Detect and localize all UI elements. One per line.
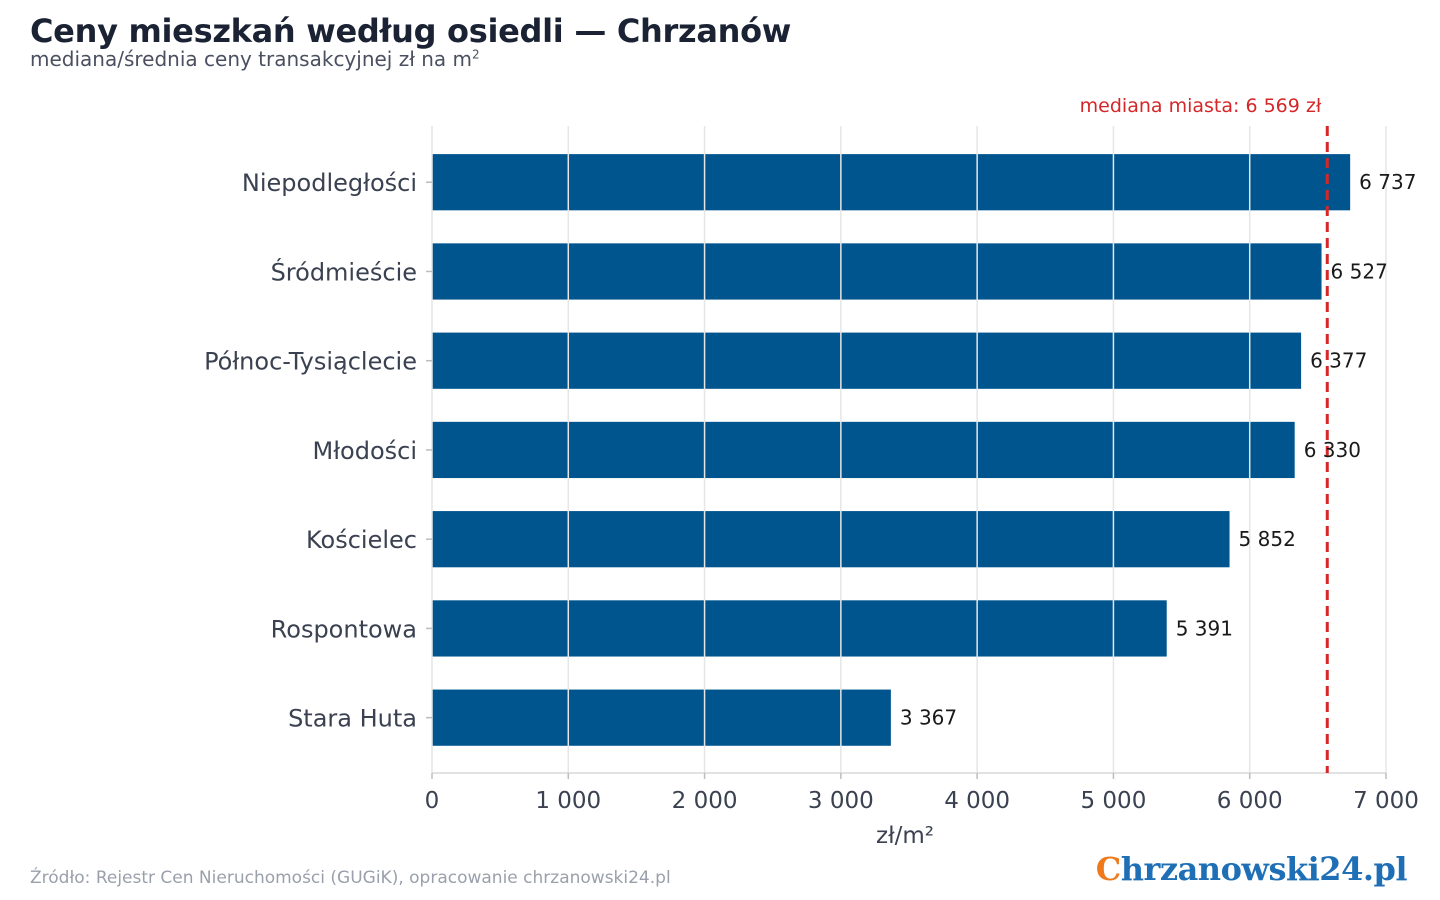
value-label: 5 391 [1176,616,1233,640]
logo-text: hrzanowski24.pl [1120,850,1408,888]
value-label: 6 737 [1359,170,1416,194]
x-tick-label: 6 000 [1217,788,1283,814]
site-logo[interactable]: Chrzanowski24.pl [1095,850,1408,888]
subtitle-superscript: 2 [472,47,480,62]
value-label: 3 367 [900,706,957,730]
x-axis-label: zł/m² [876,823,934,849]
bar [432,689,891,746]
median-reference-label: mediana miasta: 6 569 zł [1080,95,1322,117]
bar [432,154,1351,211]
value-label: 6 527 [1331,259,1388,283]
category-label: Rospontowa [271,615,417,643]
category-label: Niepodległości [242,169,417,197]
x-tick-label: 7 000 [1353,788,1419,814]
value-label: 6 377 [1310,349,1367,373]
x-tick-label: 0 [425,788,440,814]
x-tick-label: 2 000 [672,788,738,814]
x-tick-label: 1 000 [535,788,601,814]
chart-subtitle: mediana/średnia ceny transakcyjnej zł na… [30,47,480,71]
bar [432,511,1230,568]
category-label: Północ-Tysiąclecie [204,348,417,376]
bar [432,243,1322,300]
bar [432,421,1295,479]
category-label: Młodości [313,437,418,465]
category-label: Stara Huta [288,705,417,733]
logo-initial: C [1095,850,1121,888]
value-label: 5 852 [1239,527,1296,551]
bar [432,332,1302,389]
category-label: Śródmieście [271,256,417,286]
chart-title: Ceny mieszkań według osiedli — Chrzanów [30,12,792,50]
x-tick-label: 4 000 [944,788,1010,814]
x-tick-label: 5 000 [1080,788,1146,814]
subtitle-text: mediana/średnia ceny transakcyjnej zł na… [30,47,473,71]
source-note: Źródło: Rejestr Cen Nieruchomości (GUGiK… [30,868,671,888]
bar [432,600,1167,657]
value-label: 6 330 [1304,438,1361,462]
category-label: Kościelec [306,526,417,554]
x-tick-label: 3 000 [808,788,874,814]
